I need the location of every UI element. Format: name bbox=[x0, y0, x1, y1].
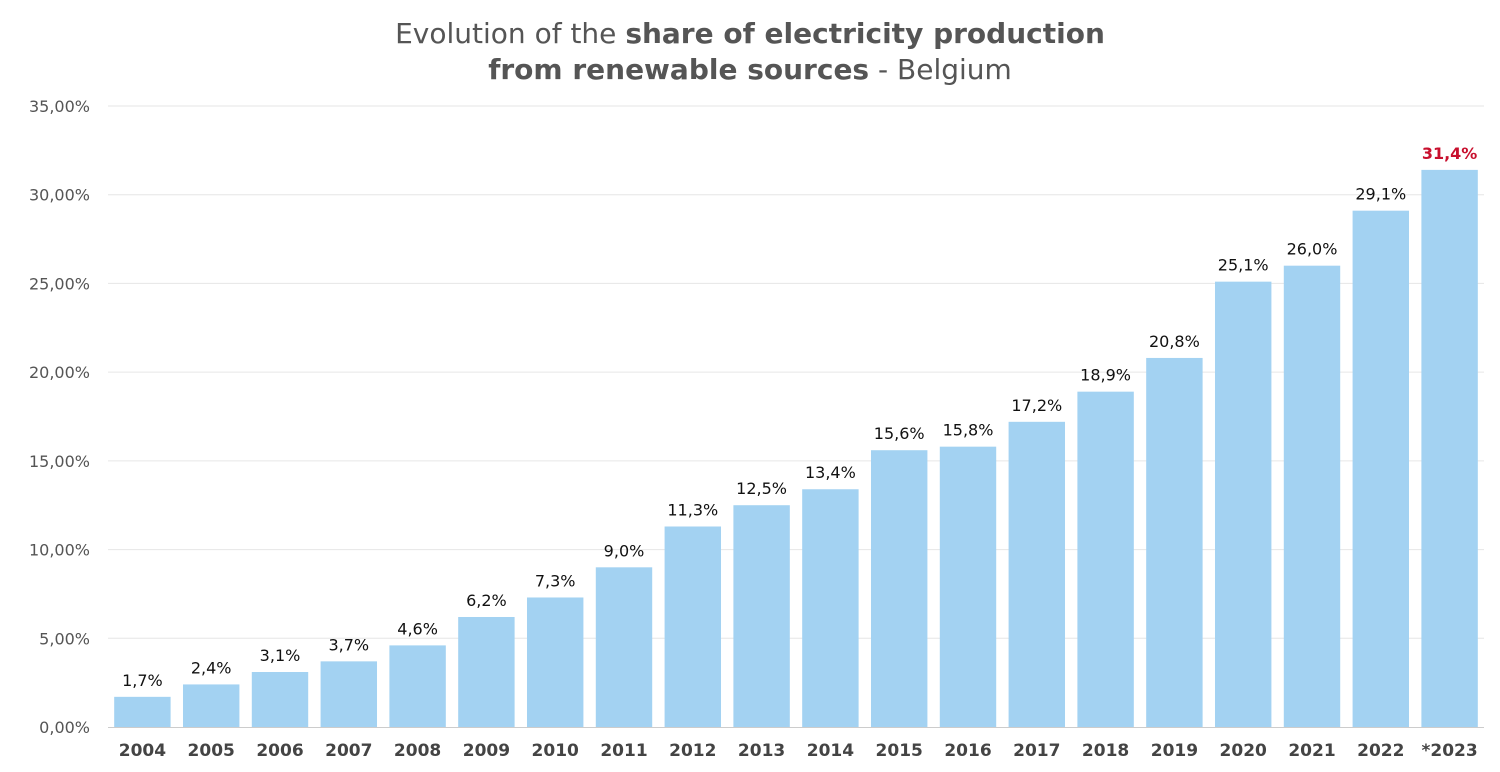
x-tick-label: 2018 bbox=[1082, 741, 1129, 761]
data-label: 26,0% bbox=[1287, 240, 1338, 259]
bar bbox=[1146, 357, 1203, 727]
x-tick-label: 2013 bbox=[738, 741, 785, 761]
bar bbox=[939, 446, 997, 727]
x-tick-label: 2010 bbox=[532, 741, 579, 761]
bar bbox=[1352, 210, 1410, 727]
x-tick-label: 2020 bbox=[1220, 741, 1267, 761]
title-bold-text: from renewable sources bbox=[488, 53, 870, 86]
y-tick-label: 35,00% bbox=[29, 97, 90, 116]
bar bbox=[114, 696, 171, 727]
x-tick-label: 2021 bbox=[1288, 741, 1335, 761]
bar bbox=[870, 450, 928, 727]
y-tick-label: 20,00% bbox=[29, 363, 90, 382]
x-tick-label: 2014 bbox=[807, 741, 854, 761]
bar bbox=[526, 597, 584, 727]
data-label: 29,1% bbox=[1355, 185, 1406, 204]
chart-title: Evolution of the share of electricity pr… bbox=[0, 16, 1500, 88]
x-tick-label: 2006 bbox=[256, 741, 303, 761]
bar bbox=[1421, 169, 1478, 728]
bar bbox=[458, 616, 515, 727]
data-label: 20,8% bbox=[1149, 332, 1200, 351]
x-tick-label: 2022 bbox=[1357, 741, 1404, 761]
x-tick-label: 2012 bbox=[669, 741, 716, 761]
x-tick-label: 2005 bbox=[188, 741, 235, 761]
data-label: 31,4% bbox=[1422, 144, 1478, 163]
data-label: 15,6% bbox=[874, 424, 925, 443]
y-axis-ticks: 0,00% 5,00% 10,00% 15,00% 20,00% 25,00% 30,00%… bbox=[29, 97, 90, 737]
data-label: 17,2% bbox=[1011, 396, 1062, 415]
x-tick-label: 2011 bbox=[600, 741, 647, 761]
bar bbox=[389, 645, 446, 727]
bar bbox=[1008, 421, 1066, 727]
x-tick-label: 2004 bbox=[119, 741, 166, 761]
title-text: - Belgium bbox=[869, 53, 1012, 86]
bar bbox=[664, 526, 722, 727]
data-label: 3,1% bbox=[260, 646, 301, 665]
x-tick-label: 2007 bbox=[325, 741, 372, 761]
data-label: 12,5% bbox=[736, 479, 787, 498]
bar bbox=[1077, 391, 1134, 727]
data-label: 6,2% bbox=[466, 591, 507, 610]
x-axis-ticks: 2004 2005 2006 2007 2008 2009 2010 2011 2012 2013… bbox=[119, 741, 1478, 761]
data-label: 1,7% bbox=[122, 671, 163, 690]
bar bbox=[733, 505, 790, 727]
data-label: 2,4% bbox=[191, 658, 232, 677]
grid-lines bbox=[108, 105, 1484, 639]
chart-title-line-2: from renewable sources - Belgium bbox=[0, 52, 1500, 88]
bars bbox=[114, 169, 1478, 728]
y-tick-label: 25,00% bbox=[29, 274, 90, 293]
bar bbox=[1283, 265, 1341, 727]
x-tick-label: *2023 bbox=[1421, 741, 1477, 761]
data-label: 15,8% bbox=[943, 421, 994, 440]
data-label: 11,3% bbox=[667, 501, 718, 520]
x-tick-label: 2019 bbox=[1151, 741, 1198, 761]
data-label: 4,6% bbox=[397, 619, 438, 638]
bar bbox=[182, 684, 240, 727]
bar bbox=[595, 567, 653, 727]
data-label: 13,4% bbox=[805, 463, 856, 482]
bar bbox=[802, 489, 859, 727]
y-tick-label: 10,00% bbox=[29, 541, 90, 560]
x-tick-label: 2017 bbox=[1013, 741, 1060, 761]
x-tick-label: 2008 bbox=[394, 741, 441, 761]
y-tick-label: 5,00% bbox=[39, 629, 90, 648]
data-label: 25,1% bbox=[1218, 256, 1269, 275]
data-label: 9,0% bbox=[604, 541, 645, 560]
chart-title-line-1: Evolution of the share of electricity pr… bbox=[0, 16, 1500, 52]
y-tick-label: 15,00% bbox=[29, 452, 90, 471]
bar bbox=[1214, 281, 1272, 727]
data-label: 3,7% bbox=[328, 635, 369, 654]
bar bbox=[320, 661, 378, 727]
data-label: 7,3% bbox=[535, 571, 576, 590]
data-label: 18,9% bbox=[1080, 366, 1131, 385]
title-text: Evolution of the bbox=[395, 17, 626, 50]
bar bbox=[251, 671, 309, 727]
x-tick-label: 2016 bbox=[944, 741, 991, 761]
x-tick-label: 2009 bbox=[463, 741, 510, 761]
title-bold-text: share of electricity production bbox=[625, 17, 1105, 50]
y-tick-label: 0,00% bbox=[39, 718, 90, 737]
x-tick-label: 2015 bbox=[876, 741, 923, 761]
data-labels: 1,7% 2,4% 3,1% 3,7% 4,6% 6,2% 7,3% 9,0% 11,3% 12,… bbox=[122, 144, 1477, 690]
y-tick-label: 30,00% bbox=[29, 186, 90, 205]
